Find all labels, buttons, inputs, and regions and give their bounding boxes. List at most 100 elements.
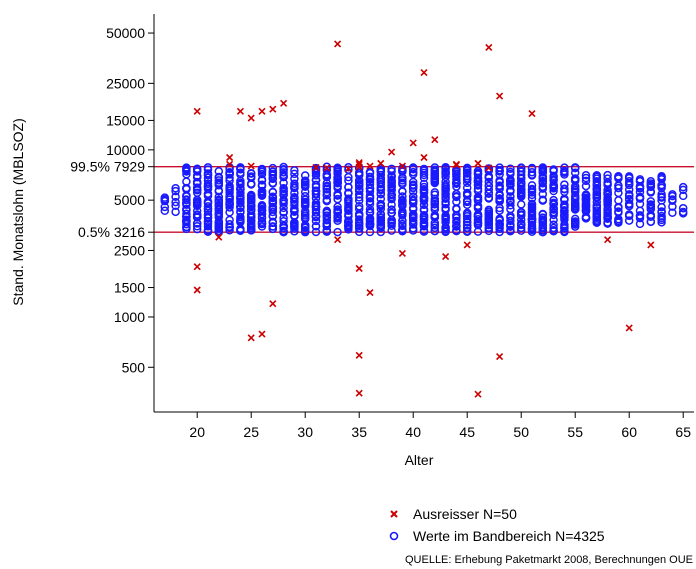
band-point-marker — [624, 194, 634, 204]
band-point-marker — [182, 217, 191, 227]
band-point-marker — [279, 208, 288, 217]
band-point-marker — [570, 168, 580, 178]
band-point-marker — [354, 221, 364, 231]
band-point-marker — [214, 180, 224, 190]
band-point-marker — [614, 196, 623, 205]
band-point-marker — [354, 227, 364, 237]
band-point-marker — [279, 203, 288, 213]
band-point-marker — [225, 181, 234, 191]
band-point-marker — [657, 196, 666, 205]
band-point-marker — [322, 219, 332, 228]
band-point-marker — [236, 194, 245, 203]
band-point-marker — [419, 179, 429, 189]
band-point-marker — [333, 205, 342, 214]
band-point-marker — [333, 208, 342, 218]
band-point-marker — [538, 189, 548, 199]
band-point-marker — [214, 186, 224, 195]
band-point-marker — [333, 173, 342, 182]
band-point-marker — [473, 227, 483, 236]
band-point-marker — [268, 217, 278, 227]
band-point-marker — [506, 213, 515, 223]
band-point-marker — [246, 192, 256, 202]
y-tick-label: 1000 — [114, 309, 145, 325]
band-point-marker — [657, 211, 666, 221]
outlier-point-marker — [247, 162, 255, 170]
band-point-marker — [506, 201, 515, 210]
band-point-marker — [603, 208, 612, 217]
band-point-marker — [365, 216, 375, 225]
band-point-marker — [290, 197, 299, 206]
x-tick-label: 50 — [513, 424, 529, 440]
outlier-point-marker — [193, 286, 201, 294]
band-point-marker — [635, 187, 645, 197]
band-point-marker — [300, 222, 310, 231]
band-point-marker — [268, 174, 278, 184]
band-point-marker — [257, 176, 267, 185]
band-point-marker — [473, 177, 483, 187]
band-point-marker — [538, 227, 548, 237]
band-point-marker — [344, 222, 353, 232]
outlier-point-marker — [226, 160, 234, 168]
band-point-marker — [549, 225, 558, 235]
band-point-marker — [570, 200, 580, 209]
band-point-marker — [452, 218, 461, 227]
band-point-marker — [365, 177, 375, 187]
band-point-marker — [214, 167, 224, 176]
band-point-marker — [171, 197, 180, 207]
x-tick-label: 40 — [405, 424, 421, 440]
band-point-marker — [484, 181, 494, 191]
band-point-marker — [398, 195, 407, 205]
band-point-marker — [322, 211, 332, 220]
band-point-marker — [592, 184, 602, 193]
band-point-marker — [236, 179, 245, 188]
outlier-point-marker — [355, 163, 363, 171]
band-point-marker — [225, 186, 234, 195]
band-point-marker — [419, 206, 429, 215]
band-point-marker — [430, 200, 440, 209]
band-point-marker — [290, 179, 299, 188]
band-point-marker — [560, 168, 569, 178]
band-point-marker — [657, 218, 666, 227]
band-point-marker — [603, 219, 612, 228]
band-point-marker — [192, 199, 202, 208]
x-tick-label: 25 — [243, 424, 259, 440]
outlier-point-marker — [388, 148, 396, 156]
band-point-marker — [549, 171, 558, 181]
band-point-marker — [182, 196, 191, 205]
band-point-marker — [678, 182, 688, 192]
outlier-point-marker — [258, 107, 266, 115]
band-point-marker — [527, 181, 537, 190]
band-point-marker — [365, 191, 375, 201]
band-point-marker — [624, 199, 634, 208]
outlier-point-marker — [269, 105, 277, 113]
outlier-point-marker — [474, 390, 482, 398]
band-point-marker — [376, 209, 386, 219]
band-point-marker — [311, 175, 321, 185]
band-point-marker — [192, 210, 202, 219]
band-point-marker — [408, 167, 418, 177]
band-point-marker — [581, 171, 591, 180]
band-series-markers — [160, 162, 688, 237]
band-point-marker — [560, 206, 569, 215]
band-point-marker — [203, 173, 213, 183]
band-point-marker — [495, 227, 504, 237]
band-point-marker — [290, 194, 299, 203]
band-point-marker — [441, 180, 450, 190]
band-point-marker — [236, 184, 245, 194]
band-point-marker — [473, 173, 483, 183]
band-point-marker — [538, 213, 548, 222]
band-point-marker — [592, 174, 602, 183]
band-point-marker — [214, 210, 224, 219]
band-point-marker — [495, 219, 504, 228]
band-point-marker — [452, 192, 461, 201]
band-point-marker — [268, 193, 278, 203]
band-point-marker — [311, 186, 321, 195]
band-point-marker — [527, 184, 537, 194]
band-point-marker — [290, 211, 299, 220]
band-point-marker — [570, 176, 580, 186]
band-point-marker — [246, 168, 256, 178]
band-point-marker — [171, 186, 180, 196]
outlier-point-marker — [431, 136, 439, 144]
outlier-series-markers — [193, 40, 655, 398]
y-tick-label: 500 — [122, 359, 146, 375]
